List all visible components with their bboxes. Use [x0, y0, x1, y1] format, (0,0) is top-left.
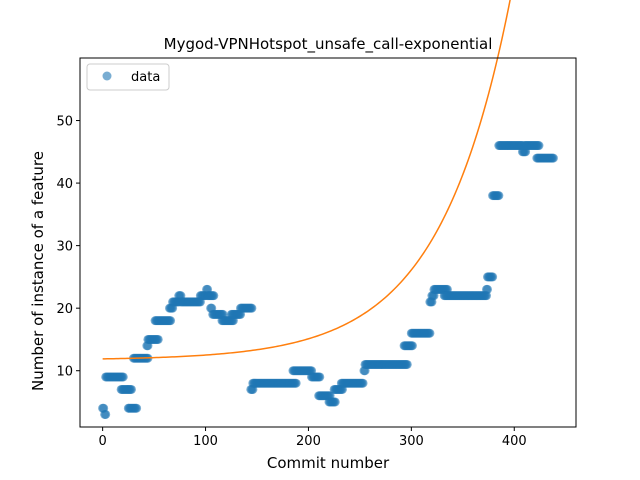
data-point [209, 291, 219, 301]
data-point [534, 141, 544, 151]
legend: data [86, 63, 170, 91]
y-tick-label: 40 [56, 177, 73, 192]
data-point [166, 316, 176, 326]
y-tick-label: 20 [56, 302, 73, 317]
data-point [483, 284, 492, 294]
x-tick-label: 100 [193, 434, 218, 449]
data-point [153, 334, 163, 344]
y-tick-label: 30 [56, 240, 73, 255]
legend-marker-data [102, 71, 112, 81]
data-point [330, 397, 340, 407]
x-axis-title: Commit number [267, 454, 390, 472]
plot-area [98, 0, 558, 419]
legend-label-data: data [131, 70, 160, 85]
data-point [548, 153, 558, 163]
series-fit-line [102, 0, 511, 360]
data-point [358, 378, 368, 388]
data-point [118, 372, 128, 382]
x-tick-label: 0 [98, 434, 106, 449]
data-point [494, 191, 504, 201]
x-tick-label: 200 [296, 434, 321, 449]
series-data [98, 141, 558, 419]
plot-frame [79, 57, 577, 428]
x-tick-label: 300 [399, 434, 424, 449]
data-point [315, 372, 325, 382]
data-point [126, 384, 136, 394]
axes-frame [79, 57, 577, 428]
data-point [488, 272, 498, 282]
chart-title: Mygod-VPNHotspot_unsafe_call-exponential [164, 35, 493, 54]
data-point [291, 378, 301, 388]
x-tick-label: 400 [502, 434, 527, 449]
data-point [247, 303, 257, 313]
y-tick-label: 10 [56, 365, 73, 380]
x-axis-ticks: 0 100 200 300 400 [98, 427, 527, 449]
legend-box [86, 63, 170, 91]
data-point [425, 328, 435, 338]
data-point [132, 403, 142, 413]
data-point [407, 341, 417, 351]
data-point [101, 409, 111, 419]
data-point [402, 359, 412, 369]
y-tick-label: 50 [56, 115, 73, 130]
y-axis-title: Number of instance of a feature [29, 151, 47, 391]
y-axis-ticks: 10 20 30 40 50 [56, 115, 80, 380]
